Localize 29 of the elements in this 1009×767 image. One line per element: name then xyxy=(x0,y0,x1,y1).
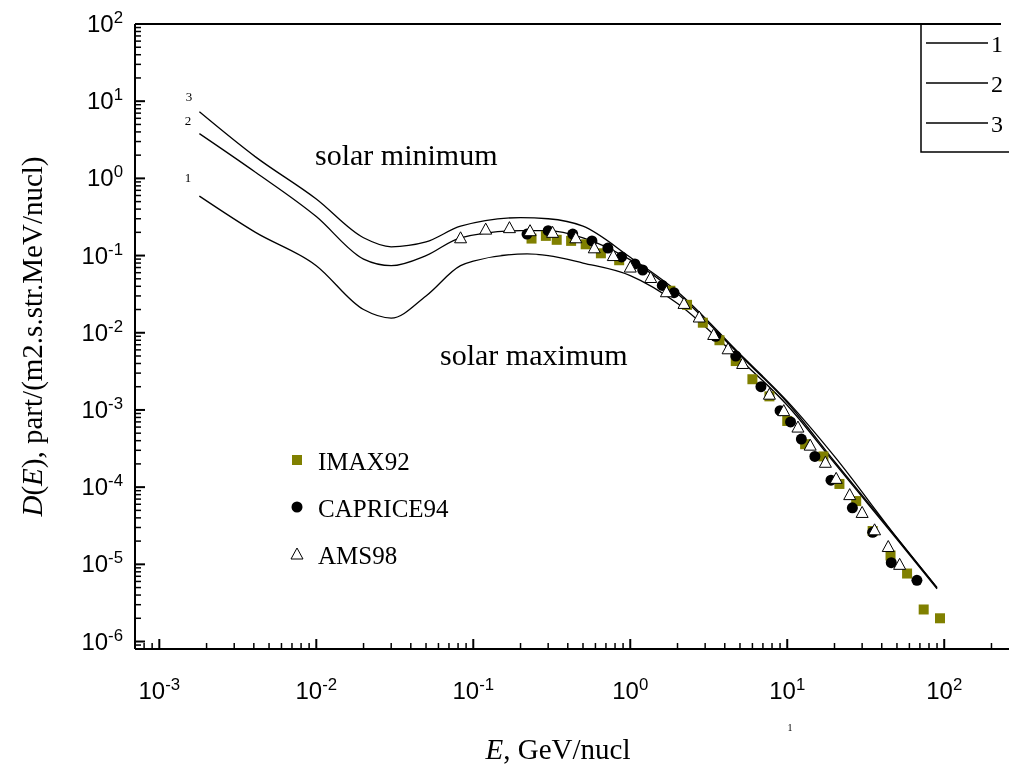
x-axis-title: E, GeV/nucl xyxy=(484,733,631,765)
y-tick-label: 10$^{1}$ xyxy=(86,84,123,115)
annotation: 2 xyxy=(184,113,192,128)
annotation: solar minimum xyxy=(315,138,498,171)
text: 1 xyxy=(787,722,793,733)
x-tick-label: 10$^{-2}$ xyxy=(295,674,338,704)
legend-label: AMS98 xyxy=(318,542,398,569)
legend-label: CAPRICE94 xyxy=(318,495,450,522)
x-tick-label: 10$^{1}$ xyxy=(769,674,806,704)
legend-label: 3 xyxy=(991,111,1003,137)
x-tick-label: 10$^{2}$ xyxy=(926,674,963,704)
y-tick-label: 10$^{-3}$ xyxy=(81,393,123,423)
y-tick-label: 10$^{-5}$ xyxy=(81,547,123,578)
y-tick-label: 10$^{0}$ xyxy=(86,161,123,192)
annotation: solar maximum xyxy=(440,338,628,371)
x-tick-label: 10$^{-1}$ xyxy=(452,674,495,704)
y-tick-label: 10$^{-4}$ xyxy=(81,470,123,501)
x-tick-label: 10$^{-3}$ xyxy=(138,674,181,704)
annotation: 3 xyxy=(185,89,193,104)
y-tick-label: 10$^{-2}$ xyxy=(81,316,123,346)
y-tick-label: 10$^{-1}$ xyxy=(81,239,123,269)
y-tick-label: 10$^{-6}$ xyxy=(81,625,123,655)
x-tick-label: 10$^{0}$ xyxy=(612,674,649,704)
legend-label: IMAX92 xyxy=(318,448,410,475)
y-tick-label: 10$^{2}$ xyxy=(86,7,123,37)
legend-label: 2 xyxy=(991,71,1003,97)
legend-label: 1 xyxy=(991,31,1003,57)
y-axis-title: D(E), part/(m2.s.str.MeV/nucl) xyxy=(16,156,49,518)
annotation: 1 xyxy=(184,170,192,185)
